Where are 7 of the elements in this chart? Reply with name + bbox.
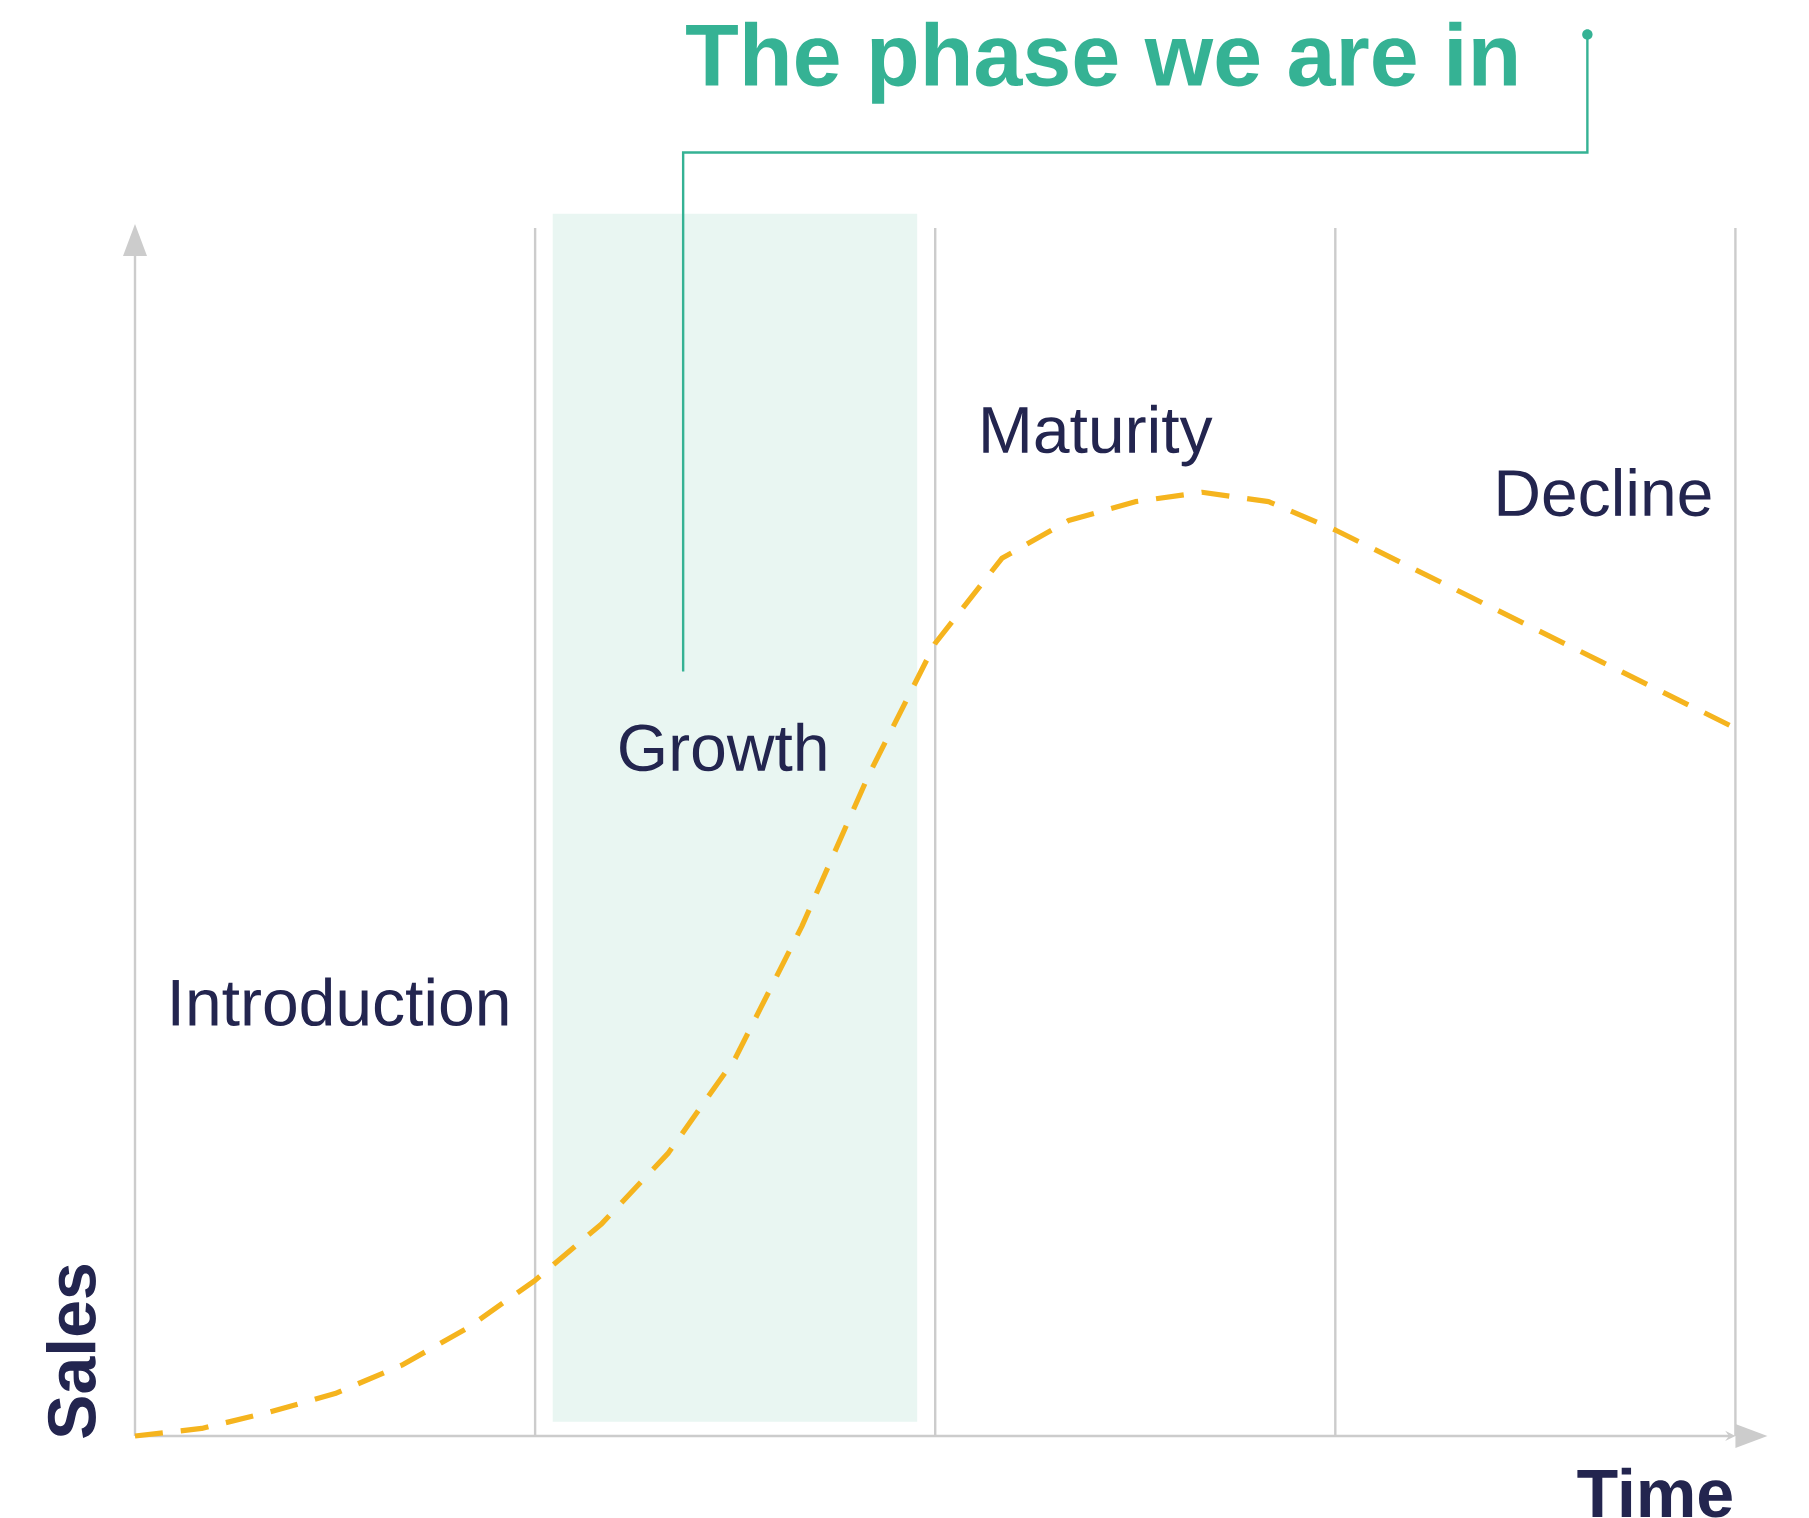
y-axis-title: Sales — [46, 1264, 96, 1438]
annotation: Introduction — [172, 977, 508, 1027]
annotation: Growth — [620, 722, 826, 772]
x-axis-title: Time — [1577, 1467, 1732, 1518]
text: Maturity — [983, 404, 1213, 467]
annotation: Decline — [1498, 467, 1711, 517]
chart-title: The phase we are in — [686, 21, 1516, 104]
